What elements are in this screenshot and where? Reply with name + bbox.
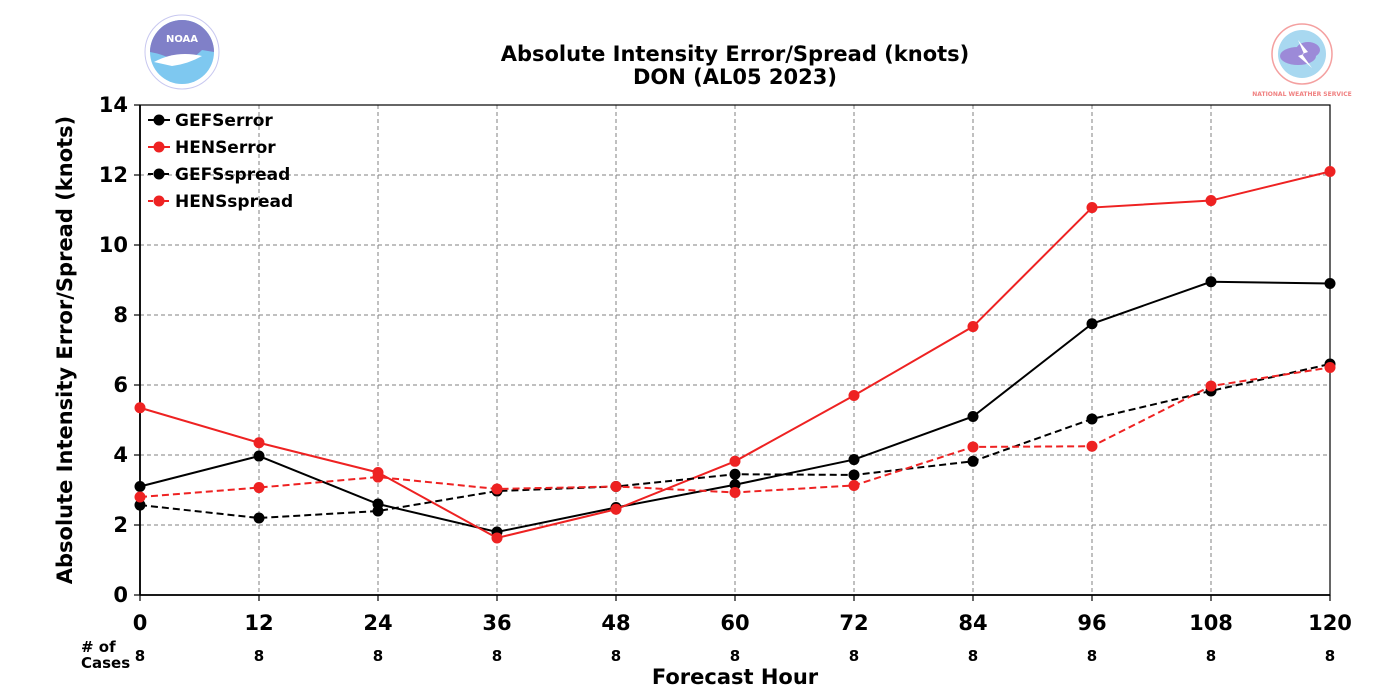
point-GEFSerror-96 (1086, 318, 1098, 330)
legend-marker-GEFSerror (153, 114, 165, 126)
case-count-0: 8 (135, 647, 145, 665)
x-tick-label-36: 36 (482, 611, 511, 635)
case-count-36: 8 (492, 647, 502, 665)
point-GEFSspread-72 (848, 469, 860, 481)
x-tick-label-0: 0 (133, 611, 148, 635)
point-GEFSerror-84 (967, 411, 979, 422)
x-tick-label-108: 108 (1189, 611, 1233, 635)
point-GEFSerror-72 (848, 454, 860, 466)
point-HENSspread-0 (134, 491, 146, 503)
cases-label-line2: Cases (81, 654, 130, 672)
point-HENSerror-36 (491, 532, 503, 544)
point-HENSerror-96 (1086, 202, 1098, 214)
nws-logo-text: NATIONAL WEATHER SERVICE (1252, 91, 1351, 98)
nws-logo: NATIONAL WEATHER SERVICE (1252, 23, 1352, 98)
cases-counts: 8 8 8 8 8 8 8 8 8 8 8 (135, 647, 1335, 665)
chart-subtitle: DON (AL05 2023) (633, 65, 837, 89)
legend-label-HENSspread: HENSspread (175, 192, 293, 212)
y-tick-labels: 0 2 4 6 8 10 12 14 (99, 93, 140, 607)
series-GEFSerror (134, 276, 1336, 538)
point-HENSspread-36 (491, 483, 503, 495)
legend-item-GEFSerror: GEFSerror (148, 111, 273, 131)
point-GEFSspread-0 (134, 499, 146, 511)
point-GEFSerror-12 (253, 450, 265, 462)
case-count-48: 8 (611, 647, 621, 665)
legend-item-GEFSspread: GEFSspread (148, 165, 290, 185)
x-tick-label-72: 72 (839, 611, 868, 635)
y-axis-label: Absolute Intensity Error/Spread (knots) (53, 116, 77, 585)
point-HENSerror-0 (134, 402, 146, 414)
chart-title: Absolute Intensity Error/Spread (knots) (501, 42, 970, 66)
point-HENSspread-96 (1086, 440, 1098, 452)
legend-marker-HENSerror (153, 141, 165, 153)
y-tick-label-4: 4 (113, 443, 128, 467)
y-tick-label-8: 8 (113, 303, 128, 327)
point-HENSspread-120 (1324, 362, 1336, 373)
point-GEFSerror-120 (1324, 278, 1336, 289)
point-HENSerror-12 (253, 437, 265, 449)
case-count-60: 8 (730, 647, 740, 665)
y-tick-label-6: 6 (113, 373, 128, 397)
case-count-72: 8 (849, 647, 859, 665)
case-count-84: 8 (968, 647, 978, 665)
point-GEFSspread-24 (372, 505, 384, 517)
series-HENSerror (134, 166, 1336, 544)
y-tick-label-14: 14 (99, 93, 128, 117)
series-layer (134, 166, 1336, 544)
point-GEFSspread-60 (729, 468, 741, 480)
y-tick-label-12: 12 (99, 163, 128, 187)
point-GEFSerror-108 (1205, 276, 1217, 288)
x-tick-labels: 0 12 24 36 48 60 72 84 96 108 120 (133, 595, 1352, 635)
point-HENSerror-48 (610, 503, 622, 515)
point-HENSerror-108 (1205, 195, 1217, 207)
point-HENSspread-24 (372, 471, 384, 483)
noaa-logo-text: NOAA (166, 34, 198, 45)
x-tick-label-96: 96 (1077, 611, 1106, 635)
legend-item-HENSerror: HENSerror (148, 138, 276, 158)
point-HENSspread-108 (1205, 380, 1217, 392)
case-count-96: 8 (1087, 647, 1097, 665)
legend-item-HENSspread: HENSspread (148, 192, 293, 212)
case-count-24: 8 (373, 647, 383, 665)
point-GEFSspread-96 (1086, 413, 1098, 425)
case-count-120: 8 (1325, 647, 1335, 665)
point-HENSerror-60 (729, 455, 741, 467)
point-HENSspread-84 (967, 441, 979, 453)
legend-marker-HENSspread (153, 195, 165, 207)
point-HENSerror-120 (1324, 166, 1336, 177)
point-GEFSspread-84 (967, 455, 979, 467)
x-tick-label-12: 12 (244, 611, 273, 635)
noaa-logo: NOAA (144, 14, 220, 90)
point-HENSspread-48 (610, 481, 622, 492)
point-GEFSerror-60 (729, 479, 741, 491)
x-tick-label-120: 120 (1308, 611, 1352, 635)
y-tick-label-10: 10 (99, 233, 128, 257)
series-HENSspread (134, 362, 1336, 503)
x-axis-label: Forecast Hour (652, 665, 819, 689)
legend-label-GEFSerror: GEFSerror (175, 111, 273, 131)
y-tick-label-2: 2 (113, 513, 128, 537)
point-GEFSerror-0 (134, 481, 146, 492)
legend-label-HENSerror: HENSerror (175, 138, 276, 158)
point-HENSspread-60 (729, 486, 741, 498)
case-count-12: 8 (254, 647, 264, 665)
y-tick-label-0: 0 (113, 583, 128, 607)
x-tick-label-84: 84 (958, 611, 987, 635)
point-HENSspread-12 (253, 482, 265, 494)
legend-marker-GEFSspread (153, 168, 165, 180)
case-count-108: 8 (1206, 647, 1216, 665)
point-HENSspread-72 (848, 479, 860, 491)
legend-label-GEFSspread: GEFSspread (175, 165, 290, 185)
legend: GEFSerror HENSerror GEFSspread HENSspread (148, 111, 293, 212)
cases-label-line1: # of (81, 638, 116, 656)
point-GEFSspread-12 (253, 512, 265, 524)
point-HENSerror-72 (848, 390, 860, 401)
point-HENSerror-84 (967, 321, 979, 333)
x-tick-label-24: 24 (363, 611, 392, 635)
x-tick-label-48: 48 (601, 611, 630, 635)
grid (140, 105, 1330, 595)
x-tick-label-60: 60 (720, 611, 749, 635)
